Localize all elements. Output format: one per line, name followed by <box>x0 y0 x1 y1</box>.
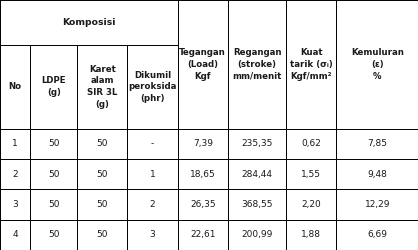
Text: 50: 50 <box>97 230 108 239</box>
Bar <box>30 45 77 129</box>
Bar <box>336 129 418 159</box>
Text: No: No <box>8 82 22 91</box>
Bar <box>228 220 286 250</box>
Text: 235,35: 235,35 <box>241 140 273 148</box>
Text: 0,62: 0,62 <box>301 140 321 148</box>
Bar <box>127 189 178 220</box>
Text: 9,48: 9,48 <box>367 170 387 178</box>
Text: 50: 50 <box>97 170 108 178</box>
Bar <box>228 0 286 129</box>
Text: 18,65: 18,65 <box>190 170 216 178</box>
Text: 4: 4 <box>12 230 18 239</box>
Text: 1,55: 1,55 <box>301 170 321 178</box>
Text: 12,29: 12,29 <box>364 200 390 209</box>
Bar <box>30 220 77 250</box>
Bar <box>0 189 30 220</box>
Bar <box>77 129 127 159</box>
Bar <box>77 45 127 129</box>
Text: Regangan
(stroke)
mm/menit: Regangan (stroke) mm/menit <box>232 48 282 81</box>
Bar <box>286 129 336 159</box>
Bar <box>0 220 30 250</box>
Bar <box>0 129 30 159</box>
Text: Tegangan
(Load)
Kgf: Tegangan (Load) Kgf <box>179 48 226 81</box>
Bar <box>178 220 228 250</box>
Bar <box>178 129 228 159</box>
Text: 50: 50 <box>48 140 59 148</box>
Text: 2: 2 <box>150 200 155 209</box>
Text: 2,20: 2,20 <box>301 200 321 209</box>
Text: 1,88: 1,88 <box>301 230 321 239</box>
Bar <box>286 189 336 220</box>
Text: 26,35: 26,35 <box>190 200 216 209</box>
Bar <box>30 159 77 189</box>
Bar <box>77 159 127 189</box>
Bar <box>286 220 336 250</box>
Text: 1: 1 <box>12 140 18 148</box>
Text: 284,44: 284,44 <box>242 170 273 178</box>
Bar <box>77 220 127 250</box>
Bar <box>228 159 286 189</box>
Text: 2: 2 <box>12 170 18 178</box>
Text: 7,39: 7,39 <box>193 140 213 148</box>
Text: 50: 50 <box>48 170 59 178</box>
Text: 50: 50 <box>48 230 59 239</box>
Bar <box>127 159 178 189</box>
Text: Dikumil
peroksida
(phr): Dikumil peroksida (phr) <box>128 70 177 103</box>
Text: Karet
alam
SIR 3L
(g): Karet alam SIR 3L (g) <box>87 65 117 109</box>
Text: 50: 50 <box>97 200 108 209</box>
Text: 200,99: 200,99 <box>241 230 273 239</box>
Bar <box>286 159 336 189</box>
Text: 6,69: 6,69 <box>367 230 387 239</box>
Text: 7,85: 7,85 <box>367 140 387 148</box>
Bar <box>127 129 178 159</box>
Bar <box>30 129 77 159</box>
Bar <box>0 45 30 129</box>
Text: 368,55: 368,55 <box>241 200 273 209</box>
Bar <box>178 189 228 220</box>
Text: LDPE
(g): LDPE (g) <box>41 76 66 97</box>
Bar <box>336 220 418 250</box>
Bar <box>30 189 77 220</box>
Bar <box>336 189 418 220</box>
Text: 1: 1 <box>150 170 155 178</box>
Text: 22,61: 22,61 <box>190 230 216 239</box>
Bar <box>127 220 178 250</box>
Text: Kuat
tarik (σᵢ)
Kgf/mm²: Kuat tarik (σᵢ) Kgf/mm² <box>290 48 333 81</box>
Bar <box>77 189 127 220</box>
Bar <box>228 129 286 159</box>
Text: Kemuluran
(ε)
%: Kemuluran (ε) % <box>351 48 404 81</box>
Bar <box>336 0 418 129</box>
Bar <box>0 0 178 45</box>
Bar <box>0 159 30 189</box>
Text: 3: 3 <box>12 200 18 209</box>
Bar <box>336 159 418 189</box>
Text: 50: 50 <box>97 140 108 148</box>
Bar <box>178 159 228 189</box>
Bar <box>178 0 228 129</box>
Bar <box>228 189 286 220</box>
Text: 3: 3 <box>150 230 155 239</box>
Bar <box>286 0 336 129</box>
Text: 50: 50 <box>48 200 59 209</box>
Text: -: - <box>151 140 154 148</box>
Bar <box>127 45 178 129</box>
Text: Komposisi: Komposisi <box>62 18 115 27</box>
